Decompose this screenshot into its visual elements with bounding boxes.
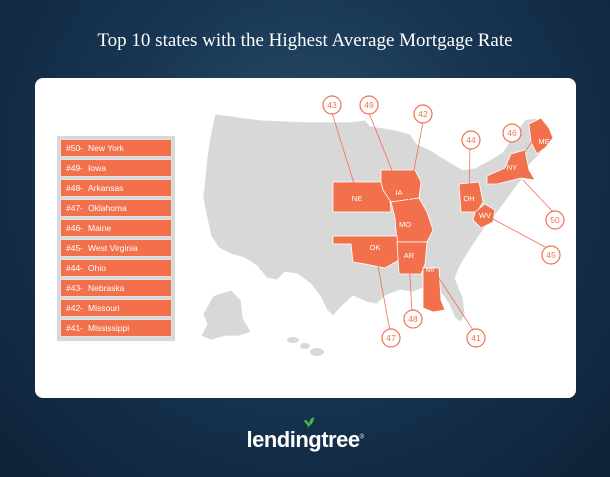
lendingtree-logo: lendingtree® (0, 413, 610, 453)
state-new-york (486, 149, 536, 185)
legend-state: Nebraska (88, 283, 125, 293)
legend-row: #47- Oklahoma (60, 199, 172, 217)
callout-circle-mo (413, 104, 433, 124)
callout-circle-ok (381, 328, 401, 348)
legend-state: Mississippi (88, 323, 130, 333)
legend-rank: #42- (66, 303, 84, 313)
us-map: NE IA MO OK AR MI OH WV NY ME (200, 95, 565, 356)
legend-state: New York (88, 143, 124, 153)
label-ny: NY (507, 163, 517, 172)
callout-circle-wv (541, 245, 561, 265)
callout-mo: 42 (418, 109, 428, 119)
legend-rank: #50- (66, 143, 84, 153)
legend-row: #42- Missouri (60, 299, 172, 317)
legend-row: #45- West Virginia (60, 239, 172, 257)
label-mi: MI (426, 265, 434, 274)
label-mo: MO (399, 220, 411, 229)
legend-rank: #44- (66, 263, 84, 273)
leaf-icon (303, 417, 314, 430)
legend-rank: #47- (66, 203, 84, 213)
legend-state: Missouri (88, 303, 120, 313)
callout-ne: 43 (327, 100, 337, 110)
callout-wv: 45 (546, 250, 556, 260)
callout-circle-me (502, 123, 522, 143)
callout-circle-oh (461, 130, 481, 150)
map-card: NE IA MO OK AR MI OH WV NY ME (35, 78, 576, 398)
callout-ia: 49 (364, 100, 374, 110)
legend-row: #48- Arkansas (60, 179, 172, 197)
legend-rank: #49- (66, 163, 84, 173)
legend-row: #41- Mississippi (60, 319, 172, 337)
callout-circle-ia (359, 95, 379, 115)
legend-row: #50- New York (60, 139, 172, 157)
leader-ar (408, 257, 413, 313)
state-west-virginia (472, 203, 496, 229)
logo-trademark: ® (359, 434, 364, 441)
leader-ok (374, 249, 391, 332)
state-ohio (458, 181, 484, 213)
callout-circle-ny (545, 210, 565, 230)
leader-ny (522, 179, 555, 214)
callout-ar: 48 (408, 314, 418, 324)
logo-text: lendingtree (246, 427, 361, 452)
legend-rank: #45- (66, 243, 84, 253)
legend-rank: #48- (66, 183, 84, 193)
legend-row: #46- Maine (60, 219, 172, 237)
legend-row: #44- Ohio (60, 259, 172, 277)
legend-row: #49- Iowa (60, 159, 172, 177)
callout-ny: 50 (550, 215, 560, 225)
legend-state: West Virginia (88, 243, 138, 253)
leader-mo (404, 121, 424, 219)
legend-state: Maine (88, 223, 112, 233)
callout-oh: 44 (466, 135, 476, 145)
label-ne: NE (352, 194, 362, 203)
callout-mi: 41 (471, 333, 481, 343)
label-wv: WV (479, 211, 491, 220)
label-ok: OK (370, 243, 381, 252)
label-ar: AR (404, 251, 415, 260)
state-maine (528, 117, 554, 155)
leader-oh (468, 147, 471, 194)
page-title: Top 10 states with the Highest Average M… (97, 30, 513, 51)
callout-ok: 47 (386, 333, 396, 343)
ranking-legend: #50- New York #49- Iowa #48- Arkansas #47- O… (57, 136, 175, 341)
callout-circle-ar (403, 309, 423, 329)
logo-wordmark: lendingtree® (246, 417, 364, 453)
alaska (200, 289, 252, 341)
leader-mi (434, 271, 474, 331)
callout-circle-ne (322, 95, 342, 115)
hawaii (287, 337, 324, 356)
legend-state: Oklahoma (88, 203, 127, 213)
leader-ia (368, 112, 400, 189)
label-ia: IA (395, 188, 402, 197)
leader-me-ny (514, 139, 534, 167)
us-mainland (202, 113, 551, 323)
legend-row: #43- Nebraska (60, 279, 172, 297)
leader-ne (331, 112, 358, 194)
label-oh: OH (463, 194, 474, 203)
label-me: ME (538, 137, 549, 146)
legend-rank: #41- (66, 323, 84, 333)
legend-rank: #43- (66, 283, 84, 293)
legend-rank: #46- (66, 223, 84, 233)
legend-state: Ohio (88, 263, 106, 273)
leader-wv (490, 217, 548, 249)
callout-circle-mi (466, 328, 486, 348)
legend-state: Arkansas (88, 183, 124, 193)
state-missouri (390, 197, 434, 243)
callout-me: 46 (507, 128, 517, 138)
legend-state: Iowa (88, 163, 106, 173)
